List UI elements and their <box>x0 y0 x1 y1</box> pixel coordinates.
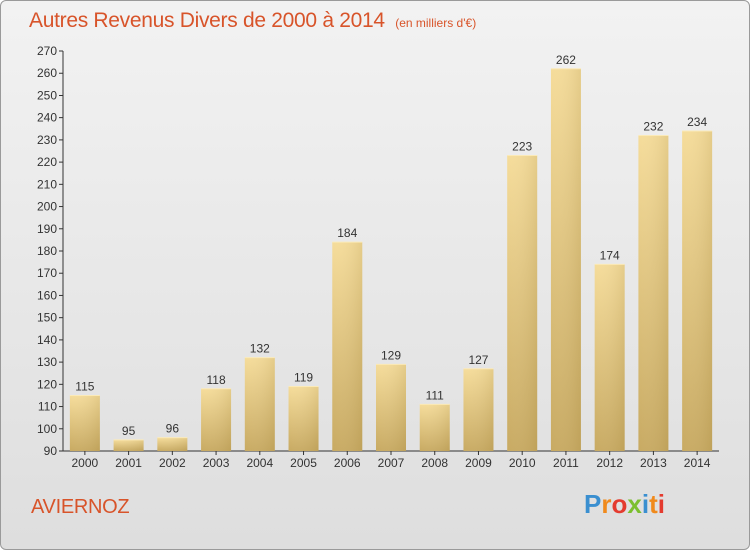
y-tick-label: 130 <box>37 355 57 369</box>
title-block: Autres Revenus Divers de 2000 à 2014 (en… <box>29 9 476 33</box>
commune-name: AVIERNOZ <box>31 496 130 518</box>
x-tick-label: 2006 <box>334 456 361 470</box>
bar-shade <box>201 388 232 451</box>
data-label: 232 <box>643 119 663 133</box>
y-tick-label: 270 <box>37 44 57 58</box>
bar-shade <box>594 264 625 451</box>
bar-shade <box>157 437 188 451</box>
bar-shade <box>69 395 100 451</box>
x-tick-label: 2012 <box>596 456 623 470</box>
data-label: 174 <box>600 248 620 262</box>
proxiti-logo[interactable]: Proxiti <box>584 489 665 520</box>
data-label: 127 <box>468 353 488 367</box>
logo-letter: x <box>627 489 642 519</box>
bar-shade <box>332 242 363 451</box>
x-tick-label: 2007 <box>378 456 405 470</box>
bar-shade <box>550 68 581 452</box>
bar-shade <box>507 155 538 451</box>
y-tick-label: 230 <box>37 133 57 147</box>
x-tick-label: 2009 <box>465 456 492 470</box>
bar-shade <box>288 386 319 451</box>
y-tick-label: 200 <box>37 200 57 214</box>
logo-letter: P <box>584 489 602 519</box>
y-tick-label: 120 <box>37 377 57 391</box>
y-tick-label: 210 <box>37 177 57 191</box>
data-label: 262 <box>556 53 576 67</box>
y-tick-label: 90 <box>44 444 58 458</box>
data-label: 96 <box>166 422 180 436</box>
bar-shade <box>376 364 406 451</box>
x-tick-label: 2014 <box>684 456 711 470</box>
x-tick-label: 2013 <box>640 456 667 470</box>
bar-shade <box>113 439 144 451</box>
x-tick-label: 2010 <box>509 456 536 470</box>
y-tick-label: 170 <box>37 266 57 280</box>
y-tick-label: 260 <box>37 66 57 80</box>
y-tick-label: 140 <box>37 333 57 347</box>
logo-letter: t <box>649 489 658 519</box>
bar-shade <box>638 135 669 451</box>
data-label: 129 <box>381 348 401 362</box>
x-tick-label: 2011 <box>553 456 579 470</box>
bar-shade <box>419 404 450 451</box>
y-tick-label: 180 <box>37 244 57 258</box>
logo-letter: i <box>641 489 650 519</box>
data-label: 184 <box>337 226 357 240</box>
data-label: 234 <box>687 115 707 129</box>
data-label: 111 <box>426 388 445 402</box>
x-tick-label: 2000 <box>72 456 99 470</box>
bar-shade <box>682 131 713 451</box>
bar-shade <box>244 357 275 451</box>
bars <box>69 68 713 452</box>
y-tick-label: 240 <box>37 111 57 125</box>
logo-letter: r <box>601 489 612 519</box>
data-label: 119 <box>294 371 313 385</box>
x-tick-label: 2002 <box>159 456 186 470</box>
data-label: 115 <box>75 379 94 393</box>
y-tick-label: 100 <box>37 422 57 436</box>
x-tick-label: 2008 <box>421 456 448 470</box>
data-labels: 115 95 96 118 132 119 184 129 111 127 223 262 174 232… <box>75 53 707 438</box>
x-tick-label: 2004 <box>246 456 273 470</box>
logo-letter: i <box>657 489 665 519</box>
x-tick-label: 2005 <box>290 456 317 470</box>
x-tick-label: 2003 <box>203 456 230 470</box>
x-tick-label: 2001 <box>115 456 142 470</box>
data-label: 118 <box>206 373 225 387</box>
y-tick-label: 150 <box>37 311 57 325</box>
y-tick-label: 250 <box>37 88 57 102</box>
y-tick-label: 160 <box>37 288 57 302</box>
chart-title: Autres Revenus Divers de 2000 à 2014 <box>29 9 385 32</box>
data-label: 132 <box>250 342 270 356</box>
data-label: 223 <box>512 139 532 153</box>
y-tick-label: 190 <box>37 222 57 236</box>
data-label: 95 <box>122 424 136 438</box>
y-tick-label: 110 <box>38 400 57 414</box>
y-tick-label: 220 <box>37 155 57 169</box>
logo-letter: o <box>611 489 628 519</box>
bar-shade <box>463 368 494 451</box>
chart-subtitle: (en milliers d'€) <box>395 16 477 30</box>
